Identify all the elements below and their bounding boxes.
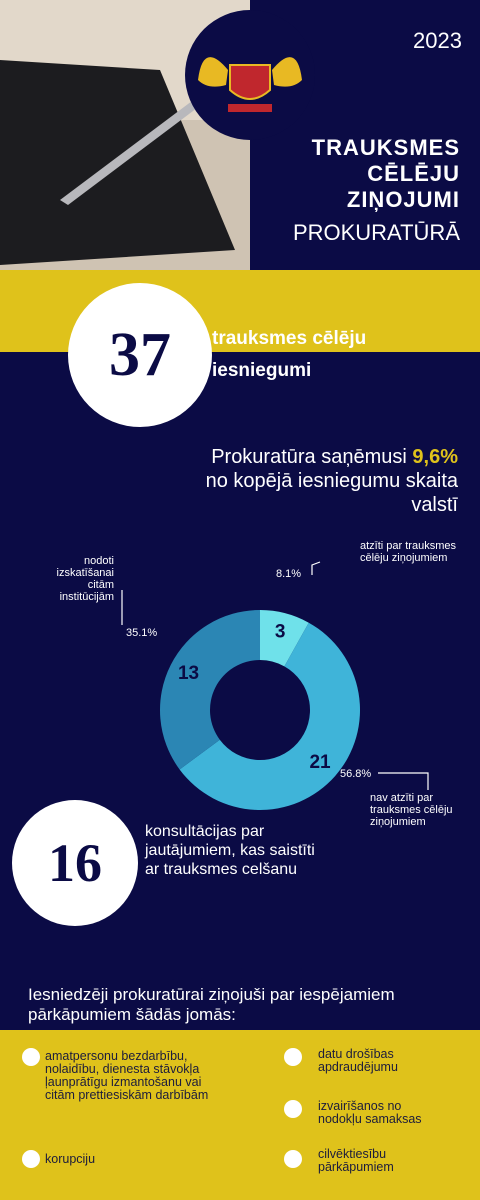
stat-text: trauksmes cēlēju <box>212 328 367 349</box>
bullet <box>284 1048 302 1066</box>
slice-percent: 35.1% <box>126 627 158 639</box>
areas-intro: Iesniedzēji prokuratūrai ziņojuši par ie… <box>28 985 395 1024</box>
bullet <box>22 1048 40 1066</box>
emblem-shield <box>229 64 271 100</box>
title-line: TRAUKSMES <box>311 135 460 160</box>
emblem-ribbon <box>228 104 272 112</box>
area-item: korupciju <box>45 1152 96 1166</box>
slice-value: 13 <box>178 663 199 684</box>
area-item: amatpersonu bezdarbību, nolaidību, diene… <box>45 1049 209 1102</box>
slice-category: atzīti par trauksmes cēlēju ziņojumiem <box>360 540 456 564</box>
slice-value: 3 <box>275 622 286 643</box>
stat-number: 37 <box>68 283 212 427</box>
subtitle: PROKURATŪRĀ <box>292 220 460 245</box>
stat-text: konsultācijas par jautājumiem, kas saist… <box>145 823 315 878</box>
title-line: CĒLĒJU <box>367 161 460 186</box>
share-text: Prokuratūra saņēmusi 9,6% no kopējā iesn… <box>198 445 458 517</box>
title-line: ZIŅOJUMI <box>346 187 460 212</box>
slice-category: nav atzīti par trauksmes cēlēju ziņojumi… <box>370 792 453 828</box>
stat-text: iesniegumi <box>212 360 312 381</box>
donut-chart: 3 21 13 <box>160 610 360 810</box>
connector <box>311 561 321 575</box>
slice <box>260 610 309 667</box>
yellow-band-bottom <box>0 1030 480 1200</box>
emblem-eagles <box>198 57 302 87</box>
share-intro: Prokuratūra saņēmusi <box>211 446 407 468</box>
area-item: izvairīšanos no nodokļu samaksas <box>318 1099 422 1126</box>
slice-category: nodoti izskatīšanai citām institūcijām <box>56 555 114 603</box>
share-highlight: 9,6% <box>412 446 458 468</box>
slice-value: 21 <box>309 752 331 773</box>
year: 2023 <box>413 28 462 53</box>
slice-percent: 56.8% <box>340 768 372 780</box>
slice <box>160 610 260 770</box>
share-rest: no kopējā iesniegumu skaita valstī <box>205 470 458 516</box>
slice <box>179 622 360 810</box>
bullet <box>284 1100 302 1118</box>
bullet <box>22 1150 40 1168</box>
bullet <box>284 1150 302 1168</box>
slice-percent: 8.1% <box>276 568 302 580</box>
area-item: datu drošības apdraudējumu <box>318 1047 398 1074</box>
stat-number: 16 <box>12 800 138 926</box>
connector <box>378 772 429 790</box>
pen <box>60 95 205 205</box>
area-item: cilvēktiesību pārkāpumiem <box>318 1147 394 1174</box>
